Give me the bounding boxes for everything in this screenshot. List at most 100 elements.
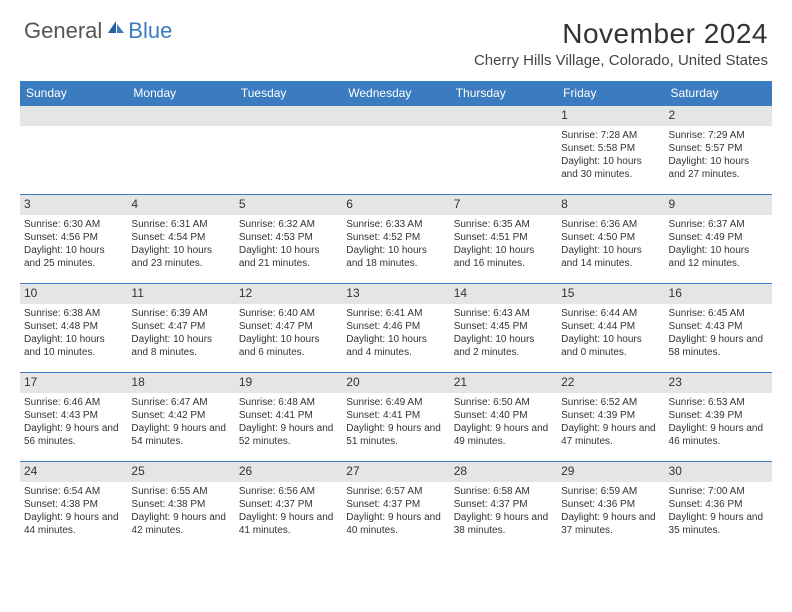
week-row: 24Sunrise: 6:54 AMSunset: 4:38 PMDayligh… xyxy=(20,461,772,550)
sunrise-text: Sunrise: 7:29 AM xyxy=(669,129,768,142)
sunset-text: Sunset: 4:46 PM xyxy=(346,320,445,333)
day-header: Thursday xyxy=(450,81,557,105)
day-number: 24 xyxy=(20,462,127,482)
day-cell: 30Sunrise: 7:00 AMSunset: 4:36 PMDayligh… xyxy=(665,462,772,550)
day-body: Sunrise: 6:36 AMSunset: 4:50 PMDaylight:… xyxy=(557,215,664,274)
daylight-text: Daylight: 10 hours and 8 minutes. xyxy=(131,333,230,359)
daylight-text: Daylight: 9 hours and 35 minutes. xyxy=(669,511,768,537)
daylight-text: Daylight: 10 hours and 16 minutes. xyxy=(454,244,553,270)
day-number: 28 xyxy=(450,462,557,482)
day-body: Sunrise: 6:48 AMSunset: 4:41 PMDaylight:… xyxy=(235,393,342,452)
day-cell: 1Sunrise: 7:28 AMSunset: 5:58 PMDaylight… xyxy=(557,106,664,194)
day-cell: 10Sunrise: 6:38 AMSunset: 4:48 PMDayligh… xyxy=(20,284,127,372)
sunrise-text: Sunrise: 6:31 AM xyxy=(131,218,230,231)
day-cell: 23Sunrise: 6:53 AMSunset: 4:39 PMDayligh… xyxy=(665,373,772,461)
day-number: 30 xyxy=(665,462,772,482)
logo-text-blue: Blue xyxy=(128,18,172,44)
sunrise-text: Sunrise: 6:36 AM xyxy=(561,218,660,231)
sunset-text: Sunset: 4:42 PM xyxy=(131,409,230,422)
daylight-text: Daylight: 9 hours and 58 minutes. xyxy=(669,333,768,359)
day-number: 27 xyxy=(342,462,449,482)
day-body: Sunrise: 6:31 AMSunset: 4:54 PMDaylight:… xyxy=(127,215,234,274)
sunrise-text: Sunrise: 6:43 AM xyxy=(454,307,553,320)
sunrise-text: Sunrise: 6:49 AM xyxy=(346,396,445,409)
daylight-text: Daylight: 9 hours and 54 minutes. xyxy=(131,422,230,448)
sunrise-text: Sunrise: 6:47 AM xyxy=(131,396,230,409)
daylight-text: Daylight: 10 hours and 10 minutes. xyxy=(24,333,123,359)
sunset-text: Sunset: 4:37 PM xyxy=(239,498,338,511)
daylight-text: Daylight: 9 hours and 51 minutes. xyxy=(346,422,445,448)
day-cell: 28Sunrise: 6:58 AMSunset: 4:37 PMDayligh… xyxy=(450,462,557,550)
sunrise-text: Sunrise: 6:30 AM xyxy=(24,218,123,231)
day-cell: 20Sunrise: 6:49 AMSunset: 4:41 PMDayligh… xyxy=(342,373,449,461)
sunrise-text: Sunrise: 6:48 AM xyxy=(239,396,338,409)
logo-sail-icon xyxy=(106,19,126,35)
day-number: 26 xyxy=(235,462,342,482)
sunrise-text: Sunrise: 6:58 AM xyxy=(454,485,553,498)
sunset-text: Sunset: 4:45 PM xyxy=(454,320,553,333)
day-body: Sunrise: 6:38 AMSunset: 4:48 PMDaylight:… xyxy=(20,304,127,363)
sunset-text: Sunset: 4:47 PM xyxy=(131,320,230,333)
sunset-text: Sunset: 4:37 PM xyxy=(346,498,445,511)
sunrise-text: Sunrise: 7:00 AM xyxy=(669,485,768,498)
daylight-text: Daylight: 10 hours and 14 minutes. xyxy=(561,244,660,270)
calendar-grid: Sunday Monday Tuesday Wednesday Thursday… xyxy=(20,81,772,550)
day-cell: 18Sunrise: 6:47 AMSunset: 4:42 PMDayligh… xyxy=(127,373,234,461)
sunrise-text: Sunrise: 6:57 AM xyxy=(346,485,445,498)
sunset-text: Sunset: 4:44 PM xyxy=(561,320,660,333)
daylight-text: Daylight: 10 hours and 18 minutes. xyxy=(346,244,445,270)
daylight-text: Daylight: 10 hours and 27 minutes. xyxy=(669,155,768,181)
day-number: 6 xyxy=(342,195,449,215)
sunset-text: Sunset: 5:58 PM xyxy=(561,142,660,155)
day-header-row: Sunday Monday Tuesday Wednesday Thursday… xyxy=(20,81,772,105)
day-cell: 11Sunrise: 6:39 AMSunset: 4:47 PMDayligh… xyxy=(127,284,234,372)
daylight-text: Daylight: 10 hours and 2 minutes. xyxy=(454,333,553,359)
empty-day-bar xyxy=(450,106,557,126)
sunset-text: Sunset: 4:52 PM xyxy=(346,231,445,244)
sunrise-text: Sunrise: 6:40 AM xyxy=(239,307,338,320)
day-body: Sunrise: 6:50 AMSunset: 4:40 PMDaylight:… xyxy=(450,393,557,452)
day-body: Sunrise: 6:58 AMSunset: 4:37 PMDaylight:… xyxy=(450,482,557,541)
day-body: Sunrise: 6:43 AMSunset: 4:45 PMDaylight:… xyxy=(450,304,557,363)
sunrise-text: Sunrise: 6:53 AM xyxy=(669,396,768,409)
week-row: 10Sunrise: 6:38 AMSunset: 4:48 PMDayligh… xyxy=(20,283,772,372)
sunset-text: Sunset: 4:48 PM xyxy=(24,320,123,333)
title-block: November 2024 Cherry Hills Village, Colo… xyxy=(474,18,768,69)
daylight-text: Daylight: 10 hours and 6 minutes. xyxy=(239,333,338,359)
sunset-text: Sunset: 4:49 PM xyxy=(669,231,768,244)
day-body: Sunrise: 6:39 AMSunset: 4:47 PMDaylight:… xyxy=(127,304,234,363)
sunset-text: Sunset: 4:54 PM xyxy=(131,231,230,244)
daylight-text: Daylight: 9 hours and 52 minutes. xyxy=(239,422,338,448)
daylight-text: Daylight: 9 hours and 44 minutes. xyxy=(24,511,123,537)
daylight-text: Daylight: 9 hours and 49 minutes. xyxy=(454,422,553,448)
daylight-text: Daylight: 9 hours and 46 minutes. xyxy=(669,422,768,448)
day-number: 16 xyxy=(665,284,772,304)
day-cell: 7Sunrise: 6:35 AMSunset: 4:51 PMDaylight… xyxy=(450,195,557,283)
sunset-text: Sunset: 4:37 PM xyxy=(454,498,553,511)
day-body: Sunrise: 6:40 AMSunset: 4:47 PMDaylight:… xyxy=(235,304,342,363)
sunrise-text: Sunrise: 6:33 AM xyxy=(346,218,445,231)
day-cell: 6 Sunrise: 6:33 AMSunset: 4:52 PMDaylight… xyxy=(342,195,449,283)
day-body: Sunrise: 6:46 AMSunset: 4:43 PMDaylight:… xyxy=(20,393,127,452)
empty-day-bar xyxy=(235,106,342,126)
logo-text-general: General xyxy=(24,18,102,44)
day-number: 15 xyxy=(557,284,664,304)
sunrise-text: Sunrise: 6:52 AM xyxy=(561,396,660,409)
day-header: Sunday xyxy=(20,81,127,105)
sunset-text: Sunset: 4:47 PM xyxy=(239,320,338,333)
sunrise-text: Sunrise: 6:32 AM xyxy=(239,218,338,231)
day-number: 10 xyxy=(20,284,127,304)
daylight-text: Daylight: 10 hours and 12 minutes. xyxy=(669,244,768,270)
empty-day-bar xyxy=(342,106,449,126)
day-cell xyxy=(235,106,342,194)
day-cell xyxy=(127,106,234,194)
day-body: Sunrise: 7:29 AMSunset: 5:57 PMDaylight:… xyxy=(665,126,772,185)
daylight-text: Daylight: 10 hours and 30 minutes. xyxy=(561,155,660,181)
sunrise-text: Sunrise: 6:35 AM xyxy=(454,218,553,231)
day-body: Sunrise: 6:49 AMSunset: 4:41 PMDaylight:… xyxy=(342,393,449,452)
day-number: 19 xyxy=(235,373,342,393)
day-header: Wednesday xyxy=(342,81,449,105)
day-header: Friday xyxy=(557,81,664,105)
day-body: Sunrise: 6:32 AMSunset: 4:53 PMDaylight:… xyxy=(235,215,342,274)
sunset-text: Sunset: 4:38 PM xyxy=(131,498,230,511)
